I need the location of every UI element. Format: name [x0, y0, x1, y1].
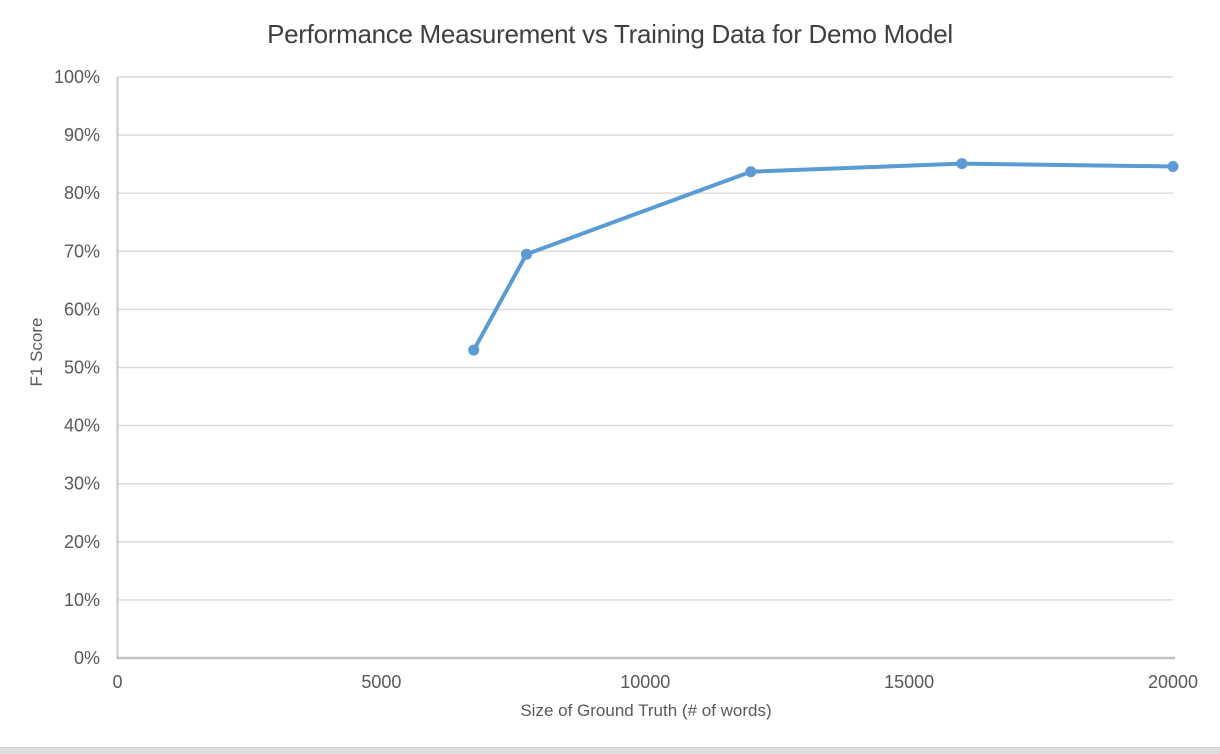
window-bottom-bar — [0, 747, 1220, 754]
x-tick-label: 20000 — [1148, 672, 1198, 692]
data-point — [1167, 160, 1179, 172]
x-axis-title: Size of Ground Truth (# of words) — [520, 701, 772, 720]
x-tick-label: 10000 — [620, 672, 670, 692]
y-tick-label: 20% — [64, 532, 100, 552]
data-point — [521, 248, 533, 260]
y-tick-label: 40% — [64, 416, 100, 436]
x-tick-label: 0 — [112, 672, 122, 692]
y-tick-label: 70% — [64, 241, 100, 261]
y-tick-label: 100% — [54, 67, 100, 87]
data-point — [745, 166, 757, 178]
x-tick-label: 15000 — [884, 672, 934, 692]
data-point — [956, 158, 968, 170]
y-tick-label: 60% — [64, 299, 100, 319]
data-point — [468, 344, 480, 356]
y-tick-label: 80% — [64, 183, 100, 203]
chart-title: Performance Measurement vs Training Data… — [267, 19, 953, 49]
y-tick-label: 50% — [64, 358, 100, 378]
f1-score-line — [471, 161, 1175, 353]
y-tick-label: 10% — [64, 590, 100, 610]
y-tick-label: 90% — [64, 125, 100, 145]
x-tick-label: 5000 — [361, 672, 401, 692]
y-tick-label: 0% — [74, 648, 100, 668]
y-tick-label: 30% — [64, 474, 100, 494]
